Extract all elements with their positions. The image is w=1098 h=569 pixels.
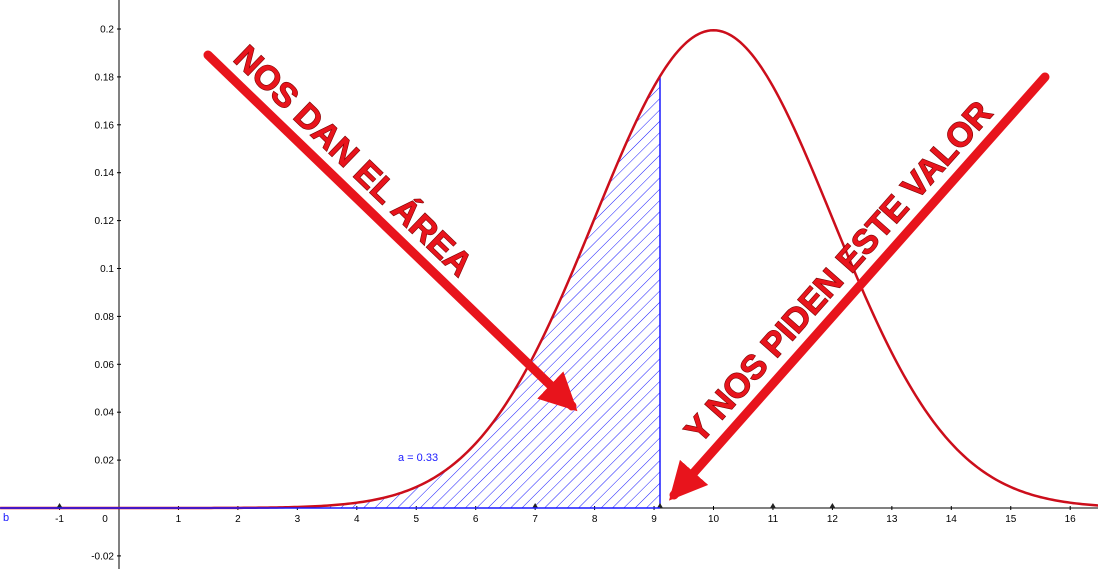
x-tick-label: 10 [708,514,720,525]
x-tick-label: 2 [235,514,241,525]
left-arrow-text: NOS DAN EL ÁREA [226,38,479,284]
x-tick-label: 9 [651,514,657,525]
left-callout: NOS DAN EL ÁREA [203,38,578,412]
y-tick-label: 0.08 [95,312,115,323]
origin-label: 0 [102,514,108,525]
y-tick-label: 0.18 [95,72,115,83]
x-tick-label: 11 [768,514,779,525]
x-tick-label: 1 [176,514,182,525]
axis-points [56,503,836,508]
x-tick-label: 7 [532,514,538,525]
y-tick-label: 0.12 [95,216,115,227]
x-tick-label: 16 [1065,514,1077,525]
axis-point [769,503,776,508]
y-tick-label: 0.16 [95,120,115,131]
axis-point [532,503,539,508]
axis-point [656,503,663,508]
x-tick-label: 13 [886,514,898,525]
left-arrow [203,50,578,412]
area-label: a = 0.33 [398,452,438,464]
x-tick-label: 6 [473,514,479,525]
axis-point [829,503,836,508]
y-tick-label: 0.1 [100,264,114,275]
x-tick-label: 5 [413,514,419,525]
y-tick-label: 0.14 [95,168,115,179]
x-tick-label: 8 [592,514,598,525]
x-tick-label: -1 [55,514,64,525]
y-tick-label: 0.06 [95,360,115,371]
x-tick-label: 14 [946,514,958,525]
right-arrow [668,72,1050,501]
y-tick-label: 0.2 [100,25,114,36]
x-ticks: -1 1 2 3 4 5 6 7 8 9 10 11 12 13 14 15 16 [55,506,1076,525]
x-tick-label: 15 [1005,514,1017,525]
y-tick-label: 0.02 [95,456,115,467]
y-tick-label: -0.02 [91,551,114,562]
x-tick-label: 3 [295,514,301,525]
x-tick-label: 12 [827,514,839,525]
x-tick-label: 4 [354,514,360,525]
y-tick-label: 0.04 [95,408,115,419]
corner-label: b [3,512,9,524]
right-arrow-text: Y NOS PIDEN ESTE VALOR [678,94,1000,450]
axis-point [56,503,63,508]
shaded-area [0,76,661,509]
y-ticks: -0.02 0.02 0.04 0.06 0.08 0.1 0.12 0.14 0.16 0.18… [91,25,121,562]
right-callout: Y NOS PIDEN ESTE VALOR [668,72,1050,501]
